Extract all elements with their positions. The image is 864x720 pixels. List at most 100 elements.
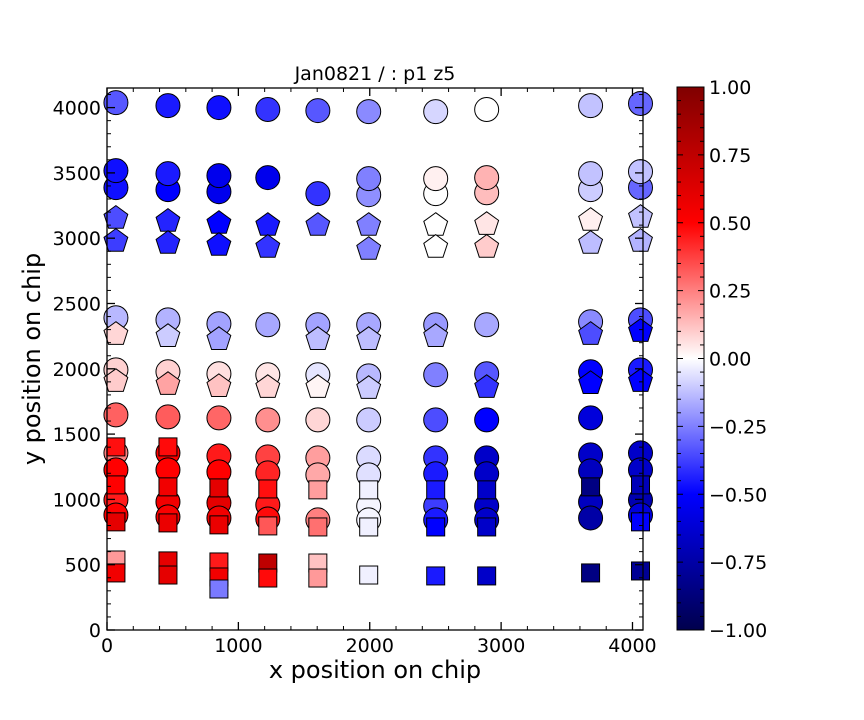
data-point-square (258, 568, 278, 588)
y-tick-label: 0 (89, 620, 101, 642)
data-point-circle (305, 407, 331, 433)
data-point-circle (423, 362, 449, 388)
colorbar-tick-label: 0.50 (709, 213, 751, 235)
data-point-square (158, 565, 178, 585)
data-point-square (158, 437, 178, 457)
data-point-pentagon (305, 374, 331, 398)
colorbar-tick-label: −0.25 (709, 416, 767, 438)
data-point-square (477, 566, 497, 586)
data-point-pentagon (155, 207, 181, 232)
y-tick-label: 2000 (53, 359, 101, 381)
data-point-pentagon (103, 227, 129, 252)
data-point-square (158, 477, 178, 497)
data-point-pentagon (356, 375, 382, 399)
data-point-square (209, 579, 229, 599)
data-point-circle (578, 93, 604, 119)
data-point-circle (155, 404, 181, 430)
data-point-pentagon (206, 210, 232, 234)
x-axis-label: x position on chip (269, 656, 481, 684)
data-point-pentagon (423, 212, 449, 236)
data-point-circle (255, 97, 281, 123)
data-point-square (477, 480, 497, 500)
data-point-circle (578, 161, 604, 187)
y-tick-label: 1000 (53, 489, 101, 511)
data-point-pentagon (628, 204, 653, 228)
data-point-square (308, 517, 328, 537)
x-tick-label: 3000 (477, 635, 525, 657)
data-point-square (359, 517, 379, 537)
colorbar-tick-label: 1.00 (709, 77, 751, 99)
data-point-pentagon (305, 212, 331, 236)
colorbar-tick-label: 0.00 (709, 349, 751, 371)
data-point-square (258, 479, 278, 499)
data-point-square (308, 568, 328, 588)
data-point-pentagon (628, 368, 653, 392)
data-point-circle (356, 407, 382, 433)
data-point-square (581, 477, 601, 497)
x-tick-label: 1000 (214, 635, 262, 657)
data-point-circle (578, 505, 604, 531)
data-point-pentagon (474, 233, 500, 258)
y-tick-label: 3500 (53, 163, 101, 185)
data-point-pentagon (578, 207, 604, 231)
data-point-square (158, 513, 178, 533)
data-point-pentagon (206, 232, 232, 256)
data-point-circle (356, 99, 382, 125)
data-point-circle (356, 166, 382, 192)
data-point-circle (155, 93, 181, 119)
data-point-pentagon (103, 321, 129, 345)
data-point-pentagon (155, 371, 181, 395)
data-point-pentagon (255, 212, 281, 236)
data-point-circle (423, 166, 449, 192)
data-point-pentagon (474, 211, 500, 235)
colorbar-ticks: 1.00 0.75 0.50 0.25 0.00 −0.25 −0.50 −0.75 −1.00 (677, 77, 767, 642)
points-layer (103, 90, 654, 599)
data-point-square (631, 475, 651, 495)
data-point-pentagon (356, 326, 382, 350)
data-point-circle (255, 312, 281, 338)
data-point-square (426, 566, 446, 586)
data-point-pentagon (155, 230, 181, 254)
data-point-pentagon (206, 373, 232, 397)
data-point-circle (305, 98, 331, 124)
data-point-pentagon (356, 236, 382, 260)
data-point-circle (255, 165, 281, 191)
data-point-square (106, 475, 126, 495)
data-point-circle (103, 158, 129, 184)
data-point-square (359, 480, 379, 500)
data-point-square (106, 512, 126, 532)
data-point-circle (474, 165, 500, 191)
data-point-circle (206, 95, 232, 121)
data-point-circle (305, 181, 331, 207)
colorbar-tick-label: 0.75 (709, 145, 751, 167)
data-point-pentagon (423, 323, 449, 347)
data-point-pentagon (255, 374, 281, 398)
data-point-circle (206, 405, 232, 431)
data-point-square (426, 480, 446, 500)
y-tick-label: 2500 (53, 293, 101, 315)
data-point-circle (155, 161, 181, 187)
y-axis-label: y position on chip (18, 253, 46, 465)
data-point-pentagon (628, 227, 653, 252)
data-point-pentagon (423, 233, 449, 258)
axes: 0 1000 2000 3000 4000 0 500 1000 1500 2000 2500 300… (53, 88, 657, 657)
colorbar-tick-label: −0.75 (709, 552, 767, 574)
data-point-pentagon (356, 212, 382, 236)
data-point-circle (423, 99, 449, 125)
y-tick-label: 4000 (53, 98, 101, 120)
data-point-circle (206, 163, 232, 189)
data-point-circle (474, 312, 500, 338)
data-point-pentagon (578, 321, 604, 345)
data-point-square (258, 516, 278, 536)
colorbar-tick-label: −1.00 (709, 620, 767, 642)
x-tick-label: 4000 (608, 635, 656, 657)
data-point-circle (578, 405, 604, 431)
data-point-square (359, 565, 379, 585)
data-point-square (308, 480, 328, 500)
data-point-square (477, 517, 497, 537)
y-tick-label: 500 (65, 555, 101, 577)
data-point-pentagon (155, 323, 181, 347)
data-point-pentagon (578, 370, 604, 394)
data-point-pentagon (255, 233, 281, 258)
